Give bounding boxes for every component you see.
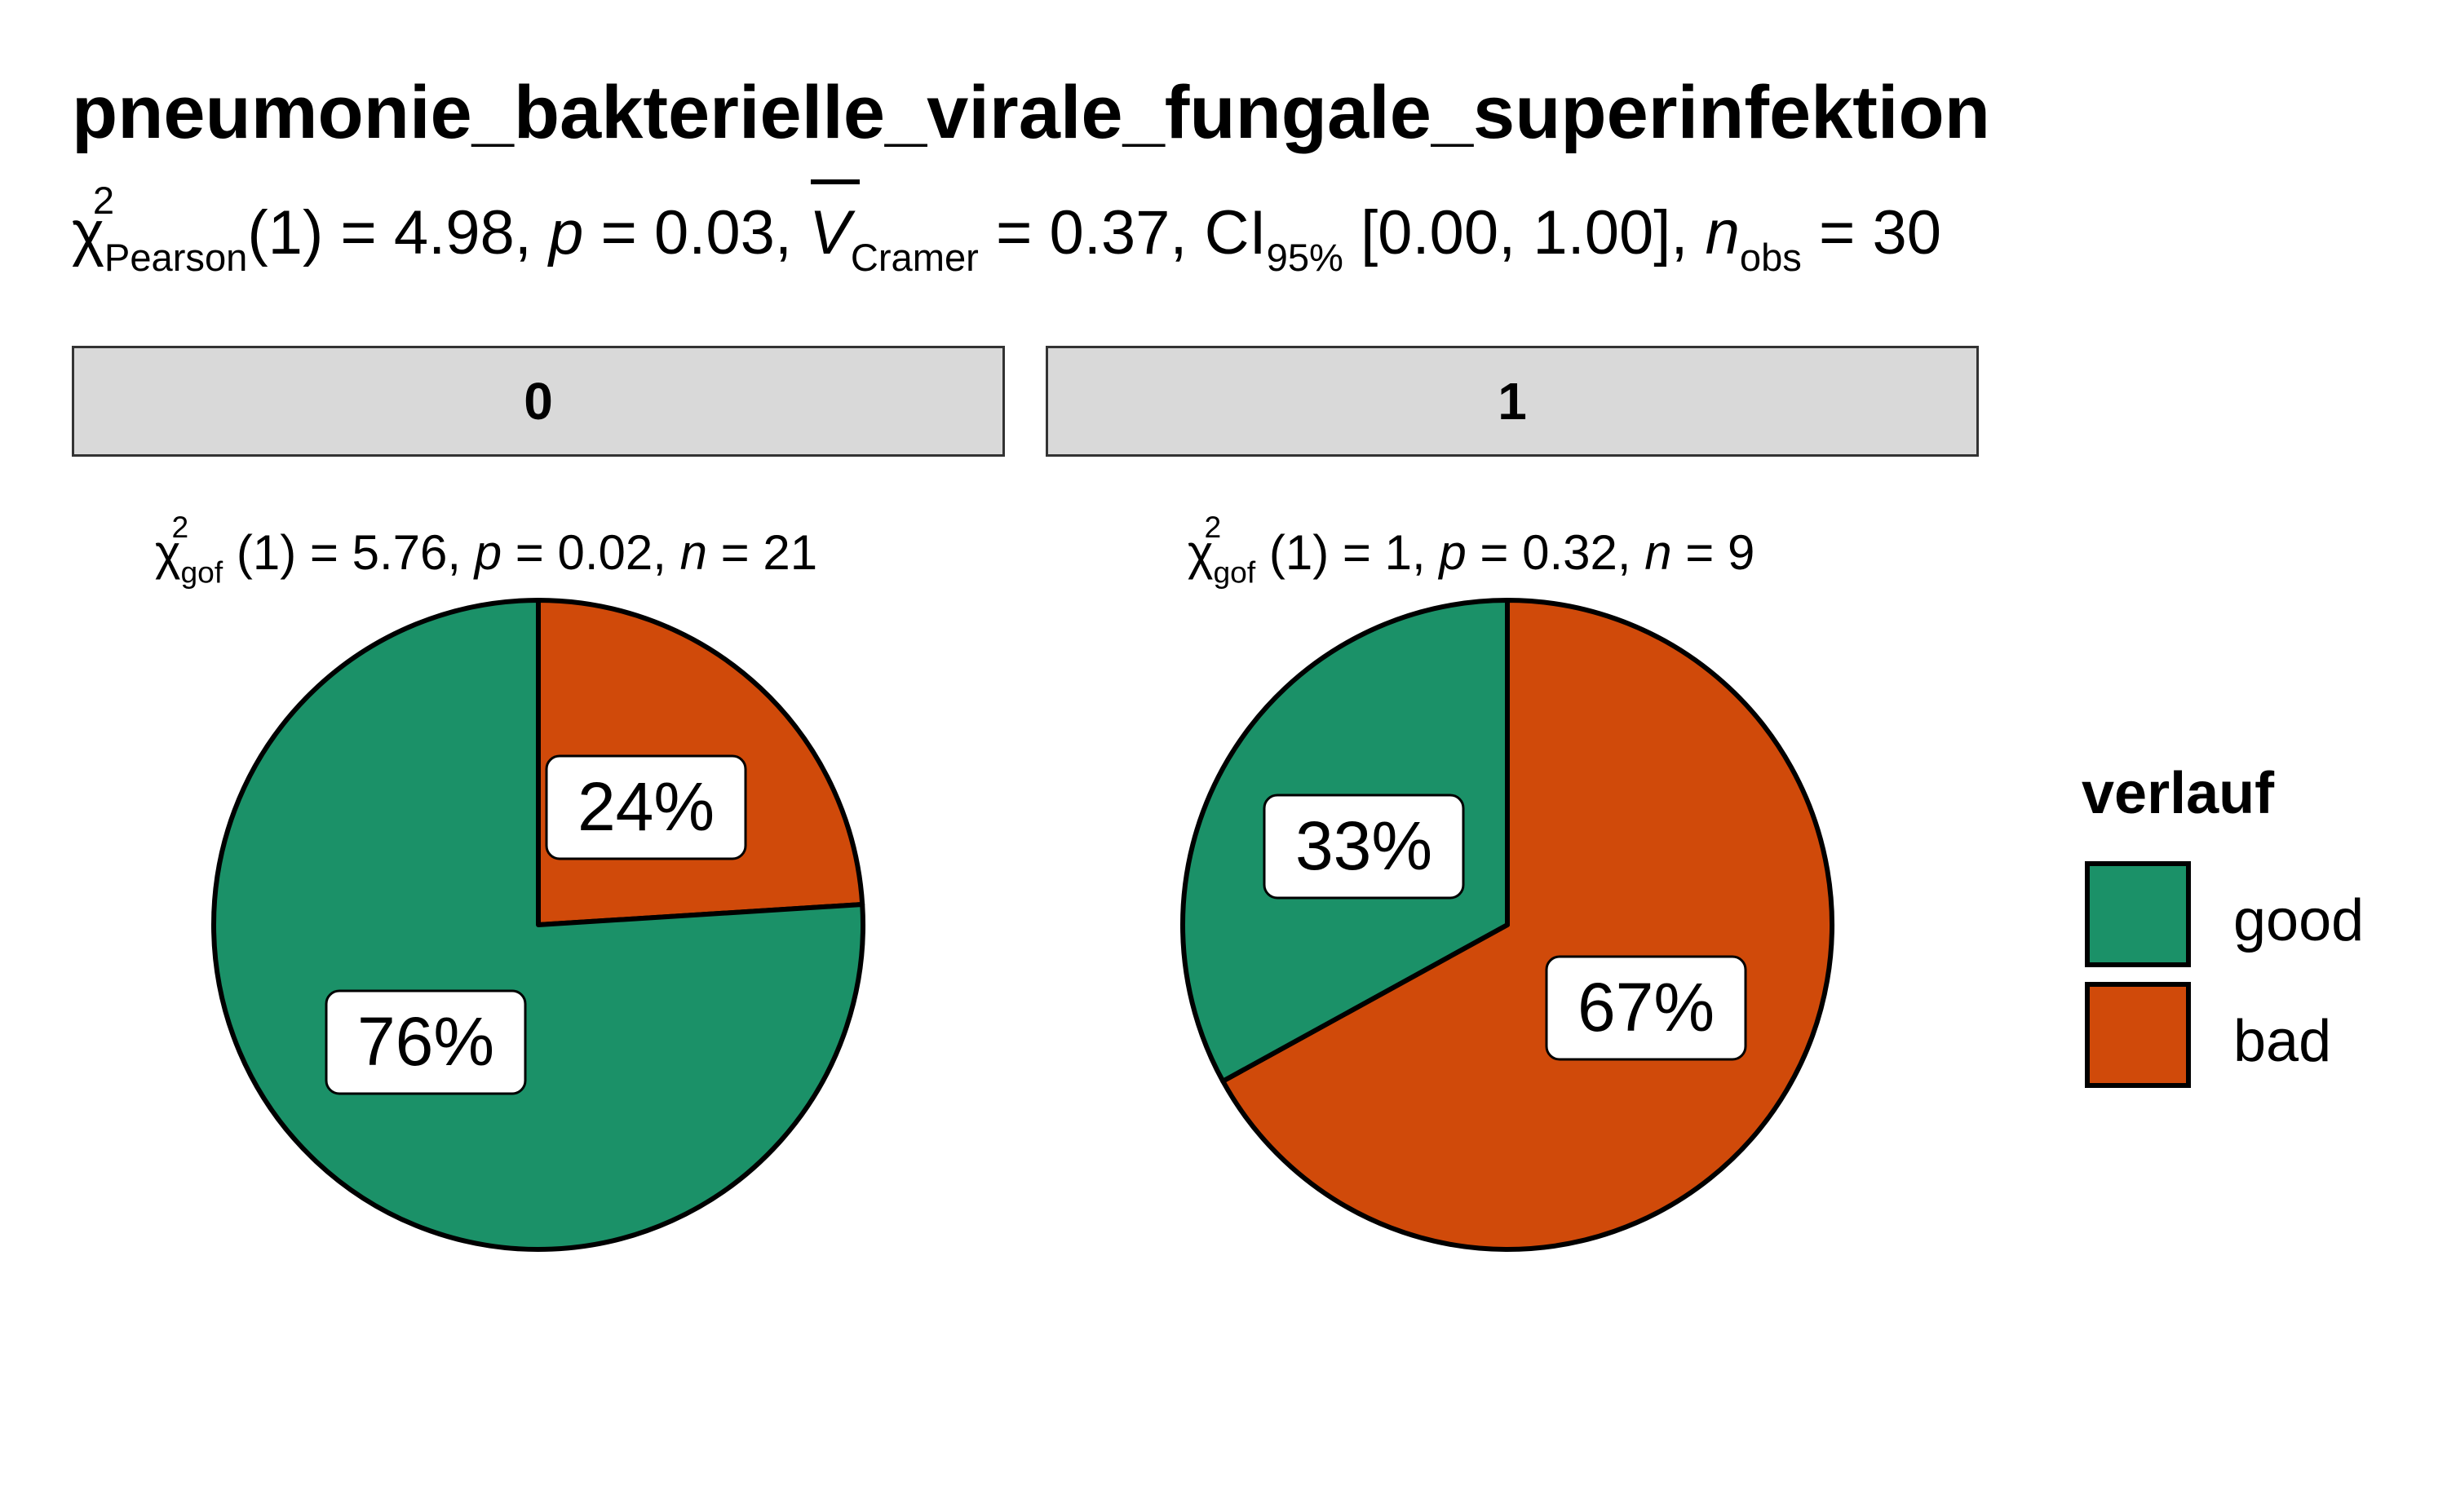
- facet-strip-1: 1: [1046, 346, 1979, 457]
- pie-0-label-good: 76%: [357, 1003, 494, 1080]
- pie-0: 76% 24%: [211, 598, 865, 1252]
- pie-1-label-box-good: [1263, 794, 1465, 900]
- v-label: V: [809, 179, 860, 267]
- chart-title: pneumonie_bakterielle_virale_fungale_sup…: [72, 71, 1990, 154]
- facet-strip-0: 0: [72, 346, 1005, 457]
- chi-stat: = 4.98,: [340, 198, 532, 267]
- pie-1-label-good: 33%: [1295, 807, 1432, 884]
- df: (1): [247, 198, 324, 267]
- legend-label-bad: bad: [2233, 1009, 2332, 1074]
- p-value: = 0.03,: [600, 198, 792, 267]
- legend-key-bad: [2085, 982, 2191, 1088]
- pie-0-label-box-bad: [545, 754, 747, 860]
- n-label: n: [1705, 198, 1740, 267]
- facet-stats-1: χ 2 gof (1) = 1, p = 0.32, n = 9: [1188, 509, 1755, 590]
- pie-1-label-box-bad: [1545, 955, 1747, 1061]
- pie-0-label-box-good: [325, 989, 527, 1095]
- pie-1-label-bad: 67%: [1577, 969, 1715, 1046]
- ci-value: [0.00, 1.00],: [1361, 198, 1688, 267]
- pie-1: 33% 67%: [1180, 598, 1834, 1252]
- pie-1-slice-bad: [1220, 598, 1834, 1252]
- n-value: = 30: [1818, 198, 1942, 267]
- v-value: = 0.37, CI: [995, 198, 1267, 267]
- legend-label-good: good: [2233, 888, 2365, 953]
- p-label: p: [549, 198, 584, 267]
- pie-0-label-bad: 24%: [577, 768, 715, 845]
- n-sub: obs: [1739, 236, 1802, 280]
- chi-symbol: χ 2 Pearson: [72, 179, 248, 280]
- facet-stats-0: χ 2 gof (1) = 5.76, p = 0.02, n = 21: [155, 509, 818, 590]
- ci-sub: 95%: [1266, 236, 1343, 280]
- v-sub: Cramer: [850, 236, 979, 280]
- legend-title: verlauf: [2082, 761, 2275, 826]
- chart-subtitle: χ 2 Pearson(1) = 4.98, p = 0.03, VCramer =…: [72, 179, 1941, 280]
- legend-key-good: [2085, 861, 2191, 967]
